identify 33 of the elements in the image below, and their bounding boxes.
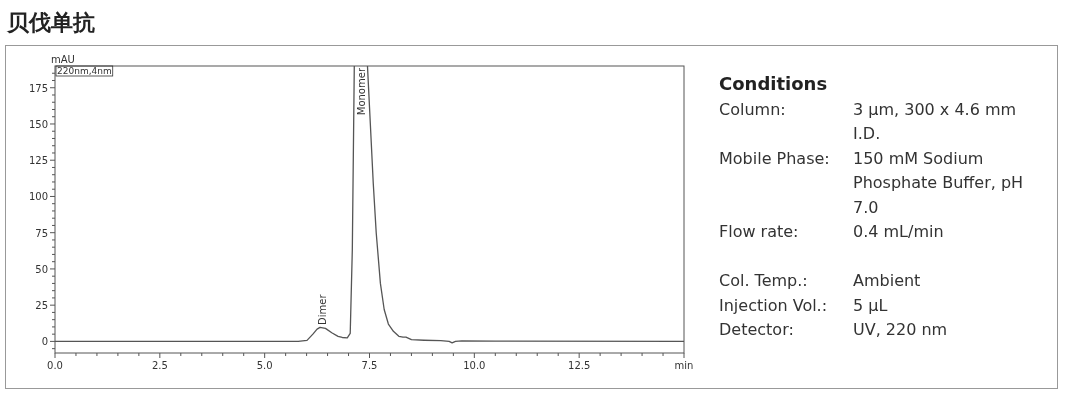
y-tick-label: 75 [35, 227, 48, 239]
y-tick-label: 150 [28, 118, 48, 130]
x-tick-label: min [674, 360, 694, 371]
annotation: Monomer [356, 67, 368, 116]
y-tick-label: 125 [28, 155, 48, 167]
y-tick-label: 50 [35, 263, 48, 275]
text: Mobile Phase: [719, 148, 830, 168]
x-tick-label: 5.0 [256, 360, 273, 371]
x-tick-label: 2.5 [151, 360, 168, 371]
text: Conditions [719, 73, 828, 94]
y-axis-title: mAU [51, 54, 75, 65]
chart-title: 贝伐单抗 [6, 10, 95, 35]
y-tick-label: 175 [28, 82, 48, 94]
text: 5 µL [853, 295, 888, 315]
x-tick-label: 10.0 [463, 360, 486, 371]
text: Col. Temp.: [719, 271, 808, 290]
x-tick-label: 12.5 [568, 360, 591, 371]
text: UV, 220 nm [853, 320, 948, 339]
text: Ambient [853, 271, 921, 290]
x-tick-label: 0.0 [47, 360, 63, 371]
y-tick-label: 100 [28, 191, 48, 203]
text: Detector: [719, 320, 794, 339]
text: Flow rate: [719, 222, 799, 241]
y-tick-label: 0 [41, 336, 48, 348]
text: 3 µm, 300 x 4.6 mm I.D. [853, 99, 1017, 143]
text: Injection Vol.: [719, 295, 828, 315]
text: Column: [719, 99, 786, 119]
x-tick-label: 7.5 [361, 360, 378, 371]
annotation: 220nm,4nm [57, 66, 112, 76]
annotation: Dimer [317, 293, 329, 325]
y-tick-label: 25 [35, 300, 48, 312]
text: 150 mM Sodium Phosphate Buffer, pH 7.0 [853, 148, 1024, 217]
text: 0.4 mL/min [853, 222, 944, 241]
